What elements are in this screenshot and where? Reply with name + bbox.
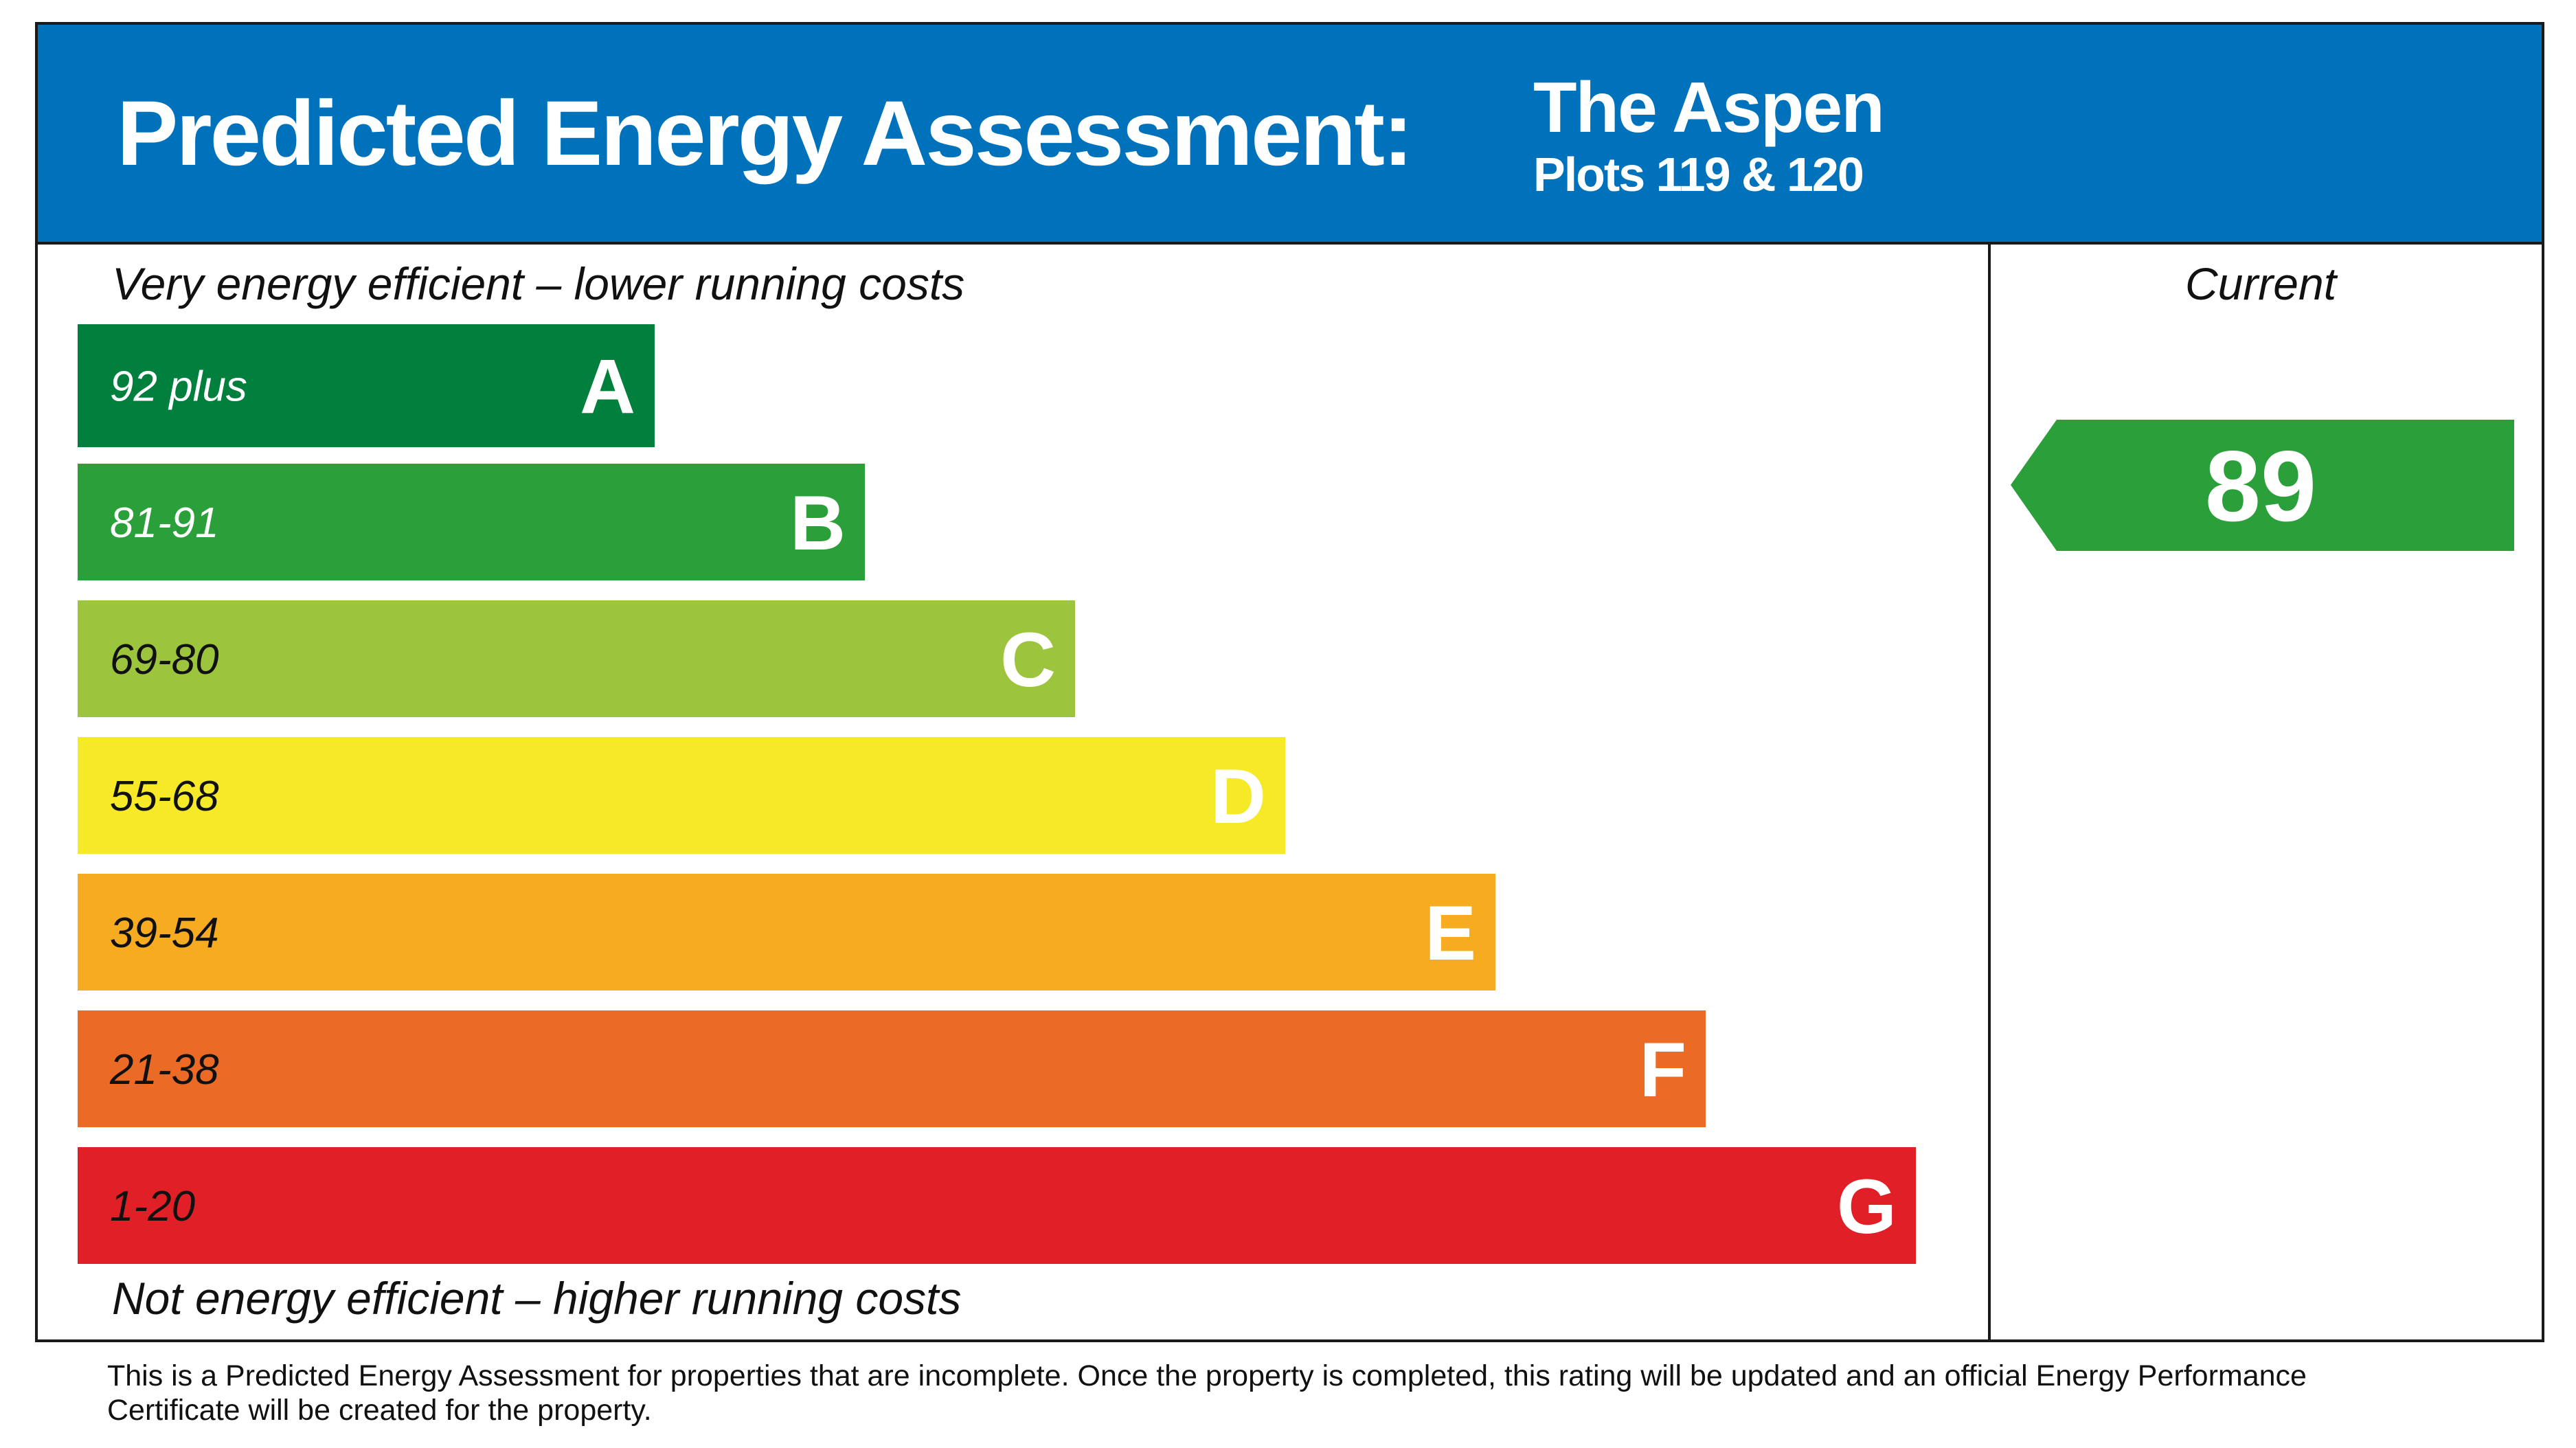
property-name: The Aspen	[1533, 68, 1884, 148]
top-label: Very energy efficient – lower running co…	[112, 258, 964, 309]
band-bar	[78, 324, 655, 447]
band-letter: E	[1425, 890, 1476, 976]
band-range: 92 plus	[110, 363, 247, 411]
band-bar	[78, 1147, 1916, 1264]
footer-line: This is a Predicted Energy Assessment fo…	[107, 1359, 2307, 1392]
property-plots: Plots 119 & 120	[1533, 148, 1863, 201]
band-range: 81-91	[110, 499, 219, 547]
band-letter: G	[1837, 1164, 1897, 1249]
header-band	[38, 25, 2542, 243]
band-bar	[78, 600, 1075, 717]
band-letter: D	[1210, 754, 1266, 839]
current-rating-value: 89	[2205, 430, 2316, 542]
band-range: 21-38	[109, 1046, 219, 1094]
title: Predicted Energy Assessment:	[117, 82, 1412, 185]
band-range: 1-20	[110, 1183, 195, 1230]
band-letter: C	[1000, 617, 1056, 703]
band-range: 55-68	[110, 773, 219, 820]
current-label: Current	[2185, 258, 2338, 309]
band-bar	[78, 874, 1495, 991]
bottom-label: Not energy efficient – higher running co…	[112, 1273, 961, 1324]
band-bar	[78, 464, 865, 580]
band-bar	[78, 1010, 1706, 1127]
band-letter: F	[1640, 1027, 1686, 1113]
band-letter: A	[580, 344, 635, 430]
footer-line: Certificate will be created for the prop…	[107, 1394, 652, 1427]
band-letter: B	[790, 480, 846, 566]
current-rating-arrow	[2011, 420, 2514, 551]
band-bar	[78, 737, 1285, 854]
band-range: 69-80	[110, 636, 219, 683]
band-range: 39-54	[110, 909, 219, 957]
